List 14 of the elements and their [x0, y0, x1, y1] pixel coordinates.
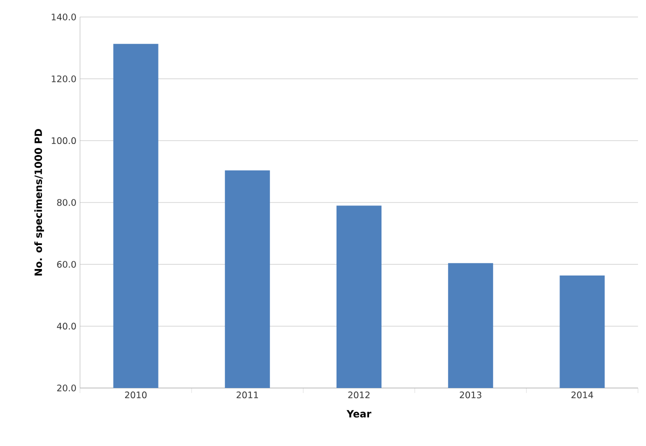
y-axis-title: No. of specimens/1000 PD [34, 129, 44, 276]
x-tick-label: 2012 [348, 392, 370, 398]
y-tick-label: 20.0 [57, 384, 76, 392]
x-axis-title: Year [346, 410, 372, 418]
x-tick-label: 2013 [460, 392, 482, 398]
x-tick-label: 2011 [236, 392, 258, 398]
y-tick-label: 80.0 [57, 199, 76, 206]
x-tick-label: 2014 [571, 392, 594, 398]
y-tick-label: 140.0 [52, 14, 76, 20]
y-tick-label: 60.0 [57, 260, 76, 268]
y-tick-label: 100.0 [52, 137, 76, 144]
x-tick-label: 2010 [125, 392, 147, 398]
y-tick-label: 40.0 [56, 322, 76, 330]
y-tick-label: 120.0 [52, 75, 76, 82]
